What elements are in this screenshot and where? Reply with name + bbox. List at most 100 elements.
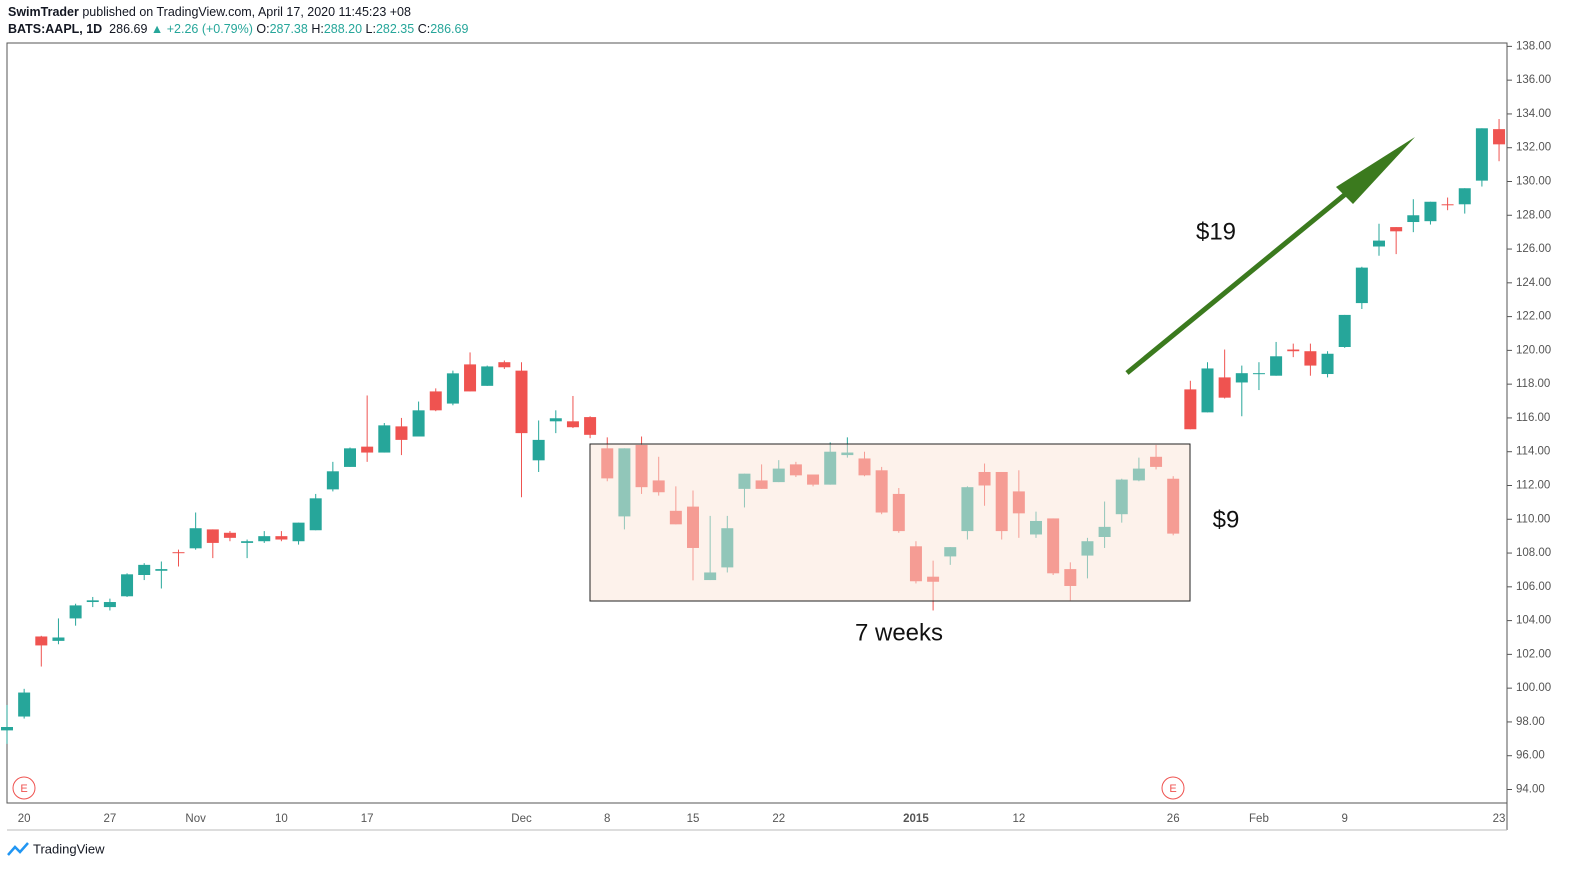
- candle-body: [1321, 353, 1334, 375]
- candle-body: [1304, 351, 1317, 366]
- x-tick-label: 10: [275, 813, 288, 825]
- candle-body: [378, 425, 391, 453]
- candle-body: [344, 448, 356, 467]
- candle-body: [35, 636, 48, 646]
- header-line: BATS:AAPL, 1D 286.69 ▲ +2.26 (+0.79%) O:…: [8, 21, 468, 38]
- y-tick-label: 96.00: [1516, 750, 1545, 762]
- candle-body: [172, 552, 185, 554]
- header: SwimTrader published on TradingView.com,…: [8, 4, 468, 38]
- x-tick-label: 8: [604, 813, 610, 825]
- x-tick-label: 27: [104, 813, 117, 825]
- x-tick-label: 23: [1493, 813, 1506, 825]
- change: ▲ +2.26 (+0.79%): [150, 22, 253, 36]
- y-tick-label: 118.00: [1516, 378, 1550, 390]
- y-tick-label: 102.00: [1516, 648, 1551, 660]
- candle-body: [1355, 267, 1368, 304]
- y-tick-label: 122.00: [1516, 311, 1551, 323]
- x-tick-label: 12: [1012, 813, 1025, 825]
- candle-body: [464, 364, 477, 392]
- earnings-label: E: [20, 783, 27, 795]
- candle-body: [206, 529, 219, 543]
- candle-body: [1287, 349, 1300, 352]
- candle-body: [395, 426, 408, 440]
- candle-body: [1, 727, 13, 731]
- candle-body: [69, 605, 82, 619]
- candle-body: [1458, 188, 1471, 205]
- logo-icon: [7, 842, 29, 856]
- y-tick-label: 108.00: [1516, 547, 1551, 559]
- candle-body: [309, 498, 322, 531]
- y-tick-label: 128.00: [1516, 209, 1551, 221]
- candle-body: [515, 370, 528, 434]
- candle-body: [275, 536, 288, 540]
- ohlc-value: 282.35: [375, 22, 415, 36]
- candle-body: [1184, 389, 1197, 430]
- ohlc-value: 286.69: [430, 22, 469, 36]
- y-tick-label: 104.00: [1516, 615, 1551, 627]
- annotation: 7 weeks: [855, 619, 943, 646]
- logo: TradingView: [7, 841, 105, 856]
- candle-body: [86, 600, 99, 603]
- x-tick-label: 15: [687, 813, 700, 825]
- x-tick-label: Nov: [185, 813, 206, 825]
- y-tick-label: 130.00: [1516, 176, 1551, 188]
- header-line: SwimTrader published on TradingView.com,…: [8, 4, 468, 21]
- x-tick-label: 20: [18, 813, 31, 825]
- candle-body: [1390, 227, 1403, 232]
- candle-body: [292, 522, 305, 542]
- ohlc: O:287.38 H:288.20 L:282.35 C:286.69: [256, 22, 468, 36]
- candle-body: [1424, 201, 1437, 222]
- earnings-label: E: [1169, 783, 1176, 795]
- candle-body: [1475, 128, 1488, 181]
- y-tick-label: 132.00: [1516, 142, 1551, 154]
- candle-body: [258, 536, 271, 542]
- ohlc-label: H:: [311, 22, 324, 36]
- candle-body: [1441, 204, 1454, 206]
- candle-body: [1235, 373, 1248, 383]
- candle-body: [189, 528, 202, 549]
- candle-body: [223, 532, 236, 538]
- y-tick-label: 114.00: [1516, 446, 1550, 458]
- candle-body: [18, 692, 31, 717]
- ohlc-value: 287.38: [269, 22, 308, 36]
- candle-body: [103, 602, 116, 608]
- candle-body: [1252, 373, 1265, 375]
- author: SwimTrader: [8, 5, 79, 19]
- plot-frame: [6, 42, 1508, 804]
- published: published on TradingView.com, April 17, …: [82, 5, 411, 19]
- y-tick-label: 116.00: [1516, 412, 1550, 424]
- candle-body: [121, 574, 134, 597]
- earnings-marker: [12, 776, 36, 800]
- y-tick-label: 124.00: [1516, 277, 1551, 289]
- x-tick-label: 2015: [903, 813, 929, 825]
- last-price: 286.69: [109, 22, 148, 36]
- x-tick-label: 9: [1341, 813, 1347, 825]
- y-tick-label: 138.00: [1516, 40, 1551, 52]
- y-tick-label: 120.00: [1516, 344, 1551, 356]
- ohlc-label: L:: [365, 22, 376, 36]
- x-tick-label: 26: [1167, 813, 1180, 825]
- candle-body: [429, 391, 442, 411]
- y-tick-label: 126.00: [1516, 243, 1551, 255]
- candle-body: [361, 446, 374, 453]
- candle-body: [446, 373, 459, 404]
- candle-body: [1338, 314, 1351, 347]
- y-tick-label: 134.00: [1516, 108, 1551, 120]
- earnings-marker: [1161, 776, 1185, 800]
- x-tick-label: 22: [772, 813, 785, 825]
- symbol: BATS:AAPL, 1D: [8, 22, 103, 36]
- annotation: $19: [1196, 218, 1236, 245]
- y-tick-label: 110.00: [1516, 513, 1550, 525]
- candle-body: [549, 418, 562, 422]
- candle-body: [532, 439, 545, 461]
- candle-body: [1218, 377, 1231, 398]
- range-box: [589, 443, 1191, 602]
- candle-body: [566, 421, 579, 428]
- ohlc-label: O:: [256, 22, 270, 36]
- candles: [1, 119, 1506, 744]
- candle-body: [1270, 356, 1283, 376]
- candle-body: [138, 564, 151, 575]
- y-tick-label: 112.00: [1516, 480, 1550, 492]
- candle-body: [498, 362, 511, 368]
- candle-body: [52, 637, 65, 641]
